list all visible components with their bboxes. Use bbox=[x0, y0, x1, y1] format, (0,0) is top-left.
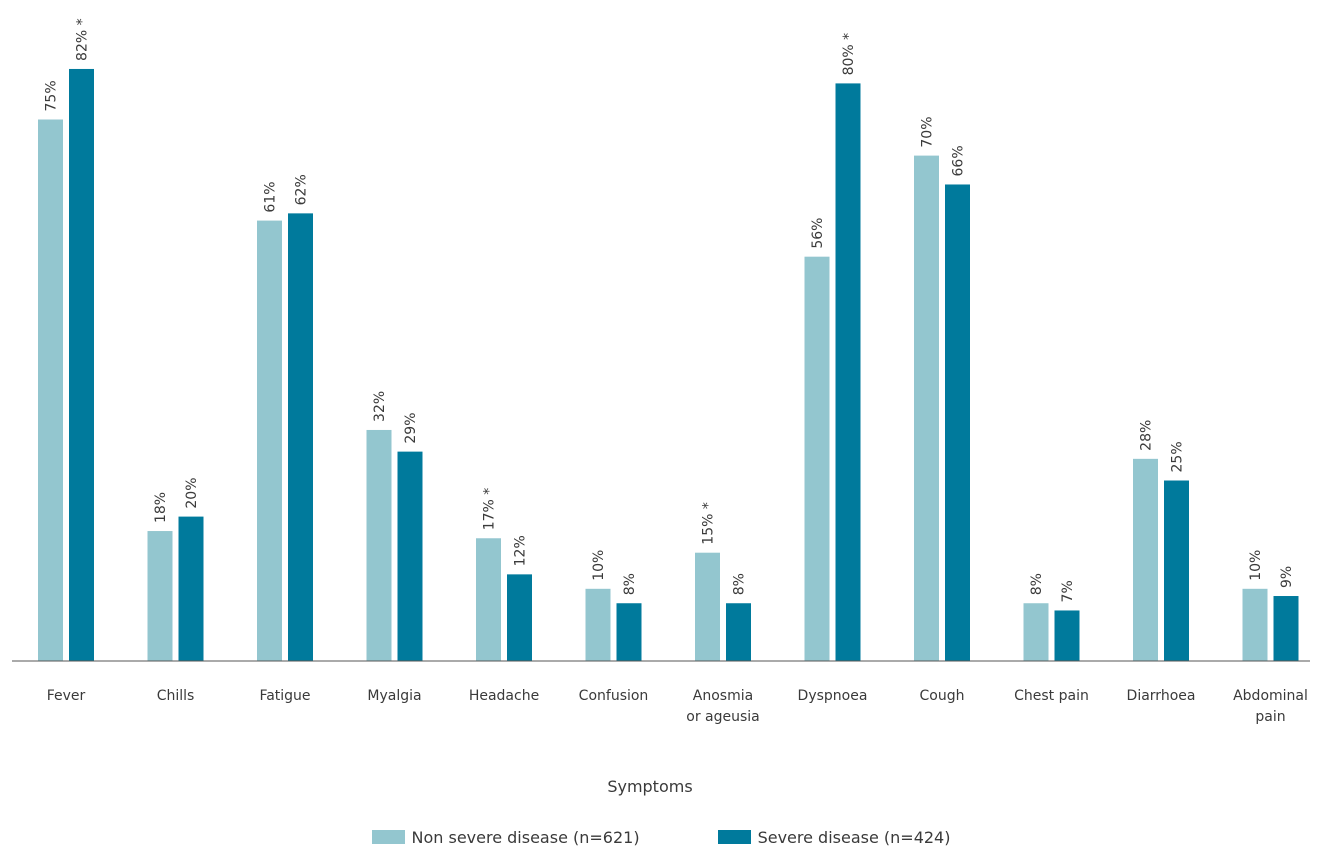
bar-label-cough-non-severe: 70% bbox=[920, 116, 936, 147]
x-axis-title: Symptoms bbox=[607, 777, 692, 796]
legend-label-non-severe: Non severe disease (n=621) bbox=[411, 827, 640, 847]
x-tick-chills: Chills bbox=[157, 688, 195, 704]
x-tick-cough: Cough bbox=[920, 688, 965, 704]
x-tick-fever: Fever bbox=[47, 688, 86, 704]
bar-cough-severe bbox=[945, 184, 970, 662]
bar-chest-pain-non-severe bbox=[1023, 603, 1049, 661]
x-tick-confusion: Confusion bbox=[579, 688, 649, 704]
bar-label-anosmia-or-ageusia-non-severe: 15% * bbox=[701, 502, 717, 545]
bar-label-myalgia-severe: 29% bbox=[403, 412, 419, 443]
bar-label-chills-severe: 20% bbox=[184, 477, 200, 508]
bar-label-fatigue-non-severe: 61% bbox=[263, 181, 279, 212]
bar-diarrhoea-non-severe bbox=[1133, 458, 1158, 661]
bar-abdominal-pain-non-severe bbox=[1242, 588, 1268, 661]
x-tick-abdominal-pain: Abdominal pain bbox=[1233, 688, 1308, 725]
bar-anosmia-or-ageusia-severe bbox=[726, 603, 751, 661]
legend-item-severe: Severe disease (n=424) bbox=[717, 824, 951, 850]
legend-item-non-severe: Non severe disease (n=621) bbox=[371, 824, 640, 850]
bar-headache-non-severe bbox=[476, 538, 501, 661]
bar-abdominal-pain-severe bbox=[1273, 596, 1299, 661]
bar-label-anosmia-or-ageusia-severe: 8% bbox=[732, 573, 748, 595]
bar-label-chest-pain-severe: 7% bbox=[1060, 580, 1076, 602]
legend: Non severe disease (n=621) Severe diseas… bbox=[0, 824, 1322, 850]
bar-labels-layer: 75% 82% * 18% 20% 61% 62% 32% 29% 17% * 12% 10% 8% 1… bbox=[44, 18, 1296, 602]
bar-fever-non-severe bbox=[38, 119, 63, 661]
bar-headache-severe bbox=[507, 574, 532, 661]
bar-label-fever-non-severe: 75% bbox=[44, 80, 60, 111]
legend-swatch-severe bbox=[717, 830, 751, 844]
bar-myalgia-severe bbox=[397, 451, 423, 661]
bar-anosmia-or-ageusia-non-severe bbox=[695, 552, 720, 661]
bar-label-abdominal-pain-severe: 9% bbox=[1279, 566, 1295, 588]
bar-label-abdominal-pain-non-severe: 10% bbox=[1248, 550, 1264, 581]
bar-label-diarrhoea-non-severe: 28% bbox=[1139, 420, 1155, 451]
bar-fever-severe bbox=[69, 68, 94, 661]
x-tick-labels: Fever Chills Fatigue Myalgia Headache Confusi… bbox=[47, 688, 1308, 725]
bar-label-diarrhoea-severe: 25% bbox=[1170, 441, 1186, 472]
legend-swatch-non-severe bbox=[371, 830, 405, 844]
bar-label-headache-severe: 12% bbox=[513, 535, 529, 566]
bar-fatigue-non-severe bbox=[257, 220, 282, 661]
x-tick-chest-pain: Chest pain bbox=[1014, 688, 1089, 704]
bar-label-confusion-non-severe: 10% bbox=[591, 550, 607, 581]
bar-label-fever-severe: 82% * bbox=[75, 18, 91, 61]
bar-myalgia-non-severe bbox=[366, 429, 392, 661]
x-tick-anosmia-or-ageusia: Anosmia or ageusia bbox=[686, 688, 760, 725]
bar-label-chest-pain-non-severe: 8% bbox=[1029, 573, 1045, 595]
x-tick-myalgia: Myalgia bbox=[367, 688, 421, 704]
legend-label-severe: Severe disease (n=424) bbox=[757, 827, 951, 847]
bar-label-chills-non-severe: 18% bbox=[153, 492, 169, 523]
bar-label-dyspnoea-non-severe: 56% bbox=[810, 218, 826, 249]
bar-chest-pain-severe bbox=[1054, 610, 1080, 661]
x-tick-fatigue: Fatigue bbox=[259, 688, 310, 704]
bar-chart: 75% 82% * 18% 20% 61% 62% 32% 29% 17% * 12% 10% 8% 1… bbox=[12, 18, 1310, 796]
bar-diarrhoea-severe bbox=[1164, 480, 1189, 661]
bar-dyspnoea-non-severe bbox=[804, 256, 830, 661]
bar-label-confusion-severe: 8% bbox=[622, 573, 638, 595]
bar-cough-non-severe bbox=[914, 155, 939, 661]
bar-label-headache-non-severe: 17% * bbox=[482, 488, 498, 531]
bars-layer bbox=[38, 68, 1299, 662]
bar-label-fatigue-severe: 62% bbox=[294, 174, 310, 205]
x-tick-headache: Headache bbox=[469, 688, 539, 704]
bar-confusion-non-severe bbox=[585, 588, 611, 661]
bar-dyspnoea-severe bbox=[835, 83, 861, 661]
bar-label-myalgia-non-severe: 32% bbox=[372, 391, 388, 422]
bar-confusion-severe bbox=[616, 603, 642, 661]
bar-chills-non-severe bbox=[147, 531, 173, 661]
bar-fatigue-severe bbox=[288, 213, 313, 662]
bar-label-dyspnoea-severe: 80% * bbox=[841, 33, 857, 76]
bar-chills-severe bbox=[178, 516, 204, 661]
x-tick-diarrhoea: Diarrhoea bbox=[1127, 688, 1196, 704]
bar-label-cough-severe: 66% bbox=[951, 145, 967, 176]
x-tick-dyspnoea: Dyspnoea bbox=[798, 688, 868, 704]
